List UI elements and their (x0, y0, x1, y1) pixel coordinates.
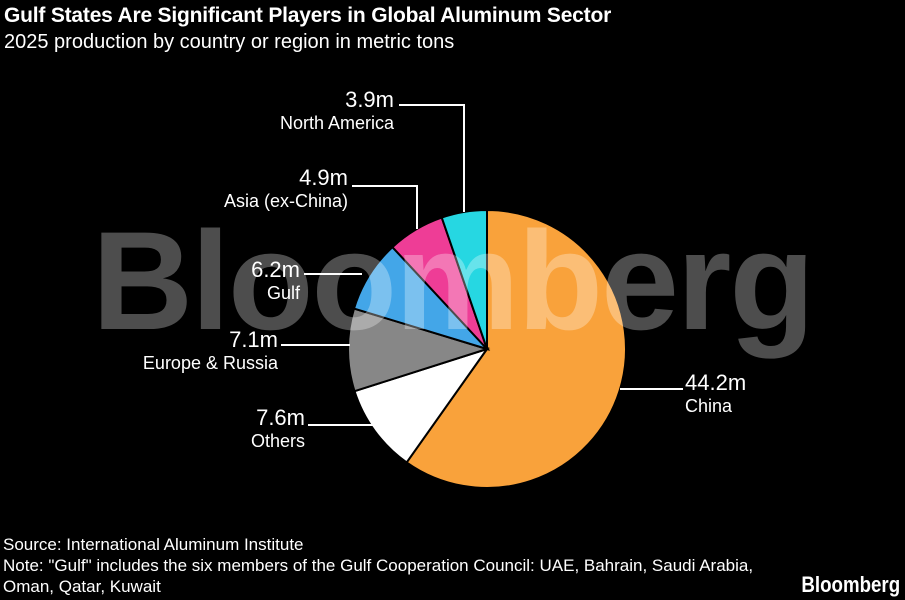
source-text: Source: International Aluminum Institute (3, 535, 304, 554)
slice-name-gulf: Gulf (266, 283, 300, 303)
slice-label-gulf: 6.2m Gulf (251, 257, 300, 304)
slice-name-asia-ex-china: Asia (ex-China) (223, 191, 348, 211)
slice-label-north-america: 3.9m North America (279, 87, 394, 134)
bloomberg-logo: Bloomberg (801, 572, 900, 597)
leader-line-europe-russia (281, 344, 350, 346)
slice-label-europe-russia: 7.1m Europe & Russia (142, 327, 278, 374)
slice-label-others: 7.6m Others (250, 405, 305, 452)
slice-value-others: 7.6m (256, 405, 305, 430)
leader-line-north-america-vertical (463, 104, 465, 212)
chart-subtitle: 2025 production by country or region in … (4, 31, 455, 53)
slice-name-north-america: North America (279, 113, 394, 133)
slice-label-china: 44.2m China (685, 370, 747, 417)
slice-value-asia-ex-china: 4.9m (299, 165, 348, 190)
leader-line-others (308, 424, 377, 426)
leader-line-china (620, 388, 683, 390)
pie-chart-svg (347, 208, 627, 489)
chart-title: Gulf States Are Significant Players in G… (4, 4, 612, 27)
pie-slice-china (405, 208, 627, 489)
slice-value-europe-russia: 7.1m (229, 327, 278, 352)
slice-value-china: 44.2m (685, 370, 747, 395)
note-text: Note: "Gulf" includes the six members of… (3, 556, 754, 596)
slice-name-others: Others (250, 431, 305, 451)
slice-name-europe-russia: Europe & Russia (142, 353, 278, 373)
pie-slice-others (353, 347, 490, 464)
pie-chart (344, 206, 630, 492)
slice-value-north-america: 3.9m (345, 87, 394, 112)
slice-name-china: China (685, 396, 733, 416)
leader-line-gulf (304, 273, 362, 275)
leader-line-asia-horizontal (352, 185, 418, 187)
leader-line-north-america-horizontal (399, 104, 465, 106)
leader-line-asia-vertical (416, 185, 418, 229)
slice-label-asia-ex-china: 4.9m Asia (ex-China) (223, 165, 348, 212)
pie-slice-europe-russia (347, 307, 491, 393)
slice-value-gulf: 6.2m (251, 257, 300, 282)
